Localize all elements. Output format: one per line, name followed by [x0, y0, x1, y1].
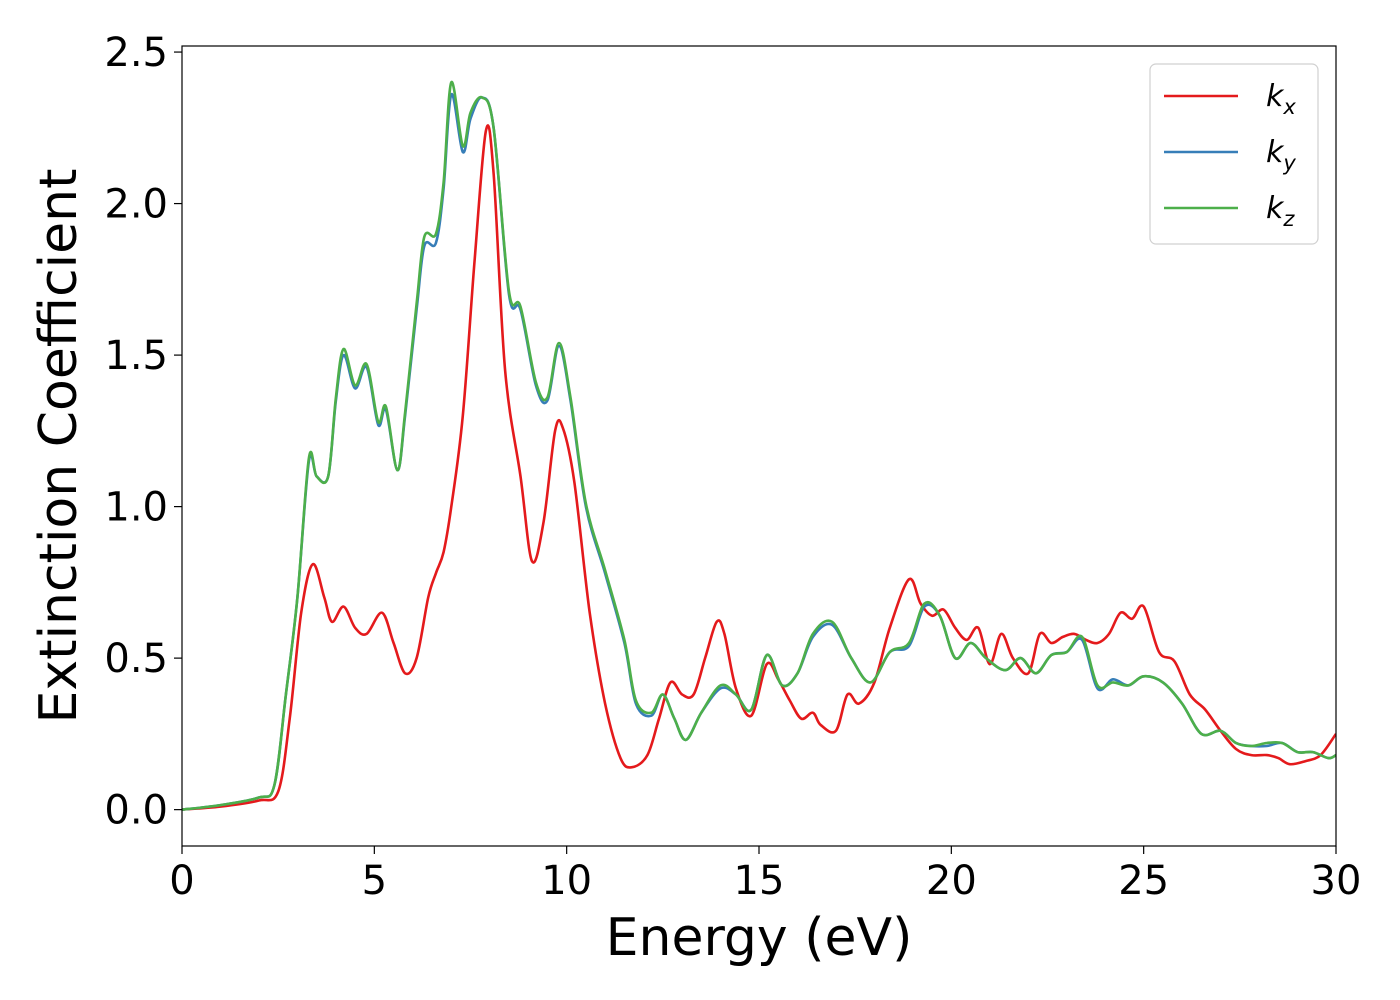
legend-label-main: k: [1266, 135, 1285, 170]
series-layer: [182, 81, 1336, 811]
y-tick-label: 0.5: [104, 636, 168, 682]
legend-label-main: k: [1266, 79, 1285, 114]
y-axis: 0.0 0.5 1.0 1.5 2.0 2.5: [104, 30, 182, 834]
x-tick-label: 25: [1118, 858, 1169, 904]
x-tick-label: 20: [926, 858, 977, 904]
x-tick-label: 5: [362, 858, 387, 904]
legend-label-kx: kx: [1266, 79, 1296, 119]
legend-label-ky: ky: [1266, 135, 1296, 175]
y-tick-label: 2.0: [104, 182, 168, 228]
legend-label-subscript: y: [1282, 151, 1296, 175]
x-tick-label: 0: [169, 858, 194, 904]
x-axis-label: Energy (eV): [606, 908, 913, 968]
x-tick-label: 30: [1311, 858, 1362, 904]
y-tick-label: 1.5: [104, 333, 168, 379]
y-axis-label: Extinction Coefficient: [29, 169, 89, 724]
y-tick-label: 2.5: [104, 30, 168, 76]
y-tick-label: 0.0: [104, 788, 168, 834]
x-tick-label: 10: [541, 858, 592, 904]
legend-box: [1149, 63, 1319, 245]
legend-label-main: k: [1266, 191, 1285, 226]
x-axis: 0 5 10 15 20 25 30: [169, 846, 1361, 904]
y-tick-label: 1.0: [104, 485, 168, 531]
series-line-kz: [182, 81, 1336, 811]
series-line-kx: [182, 124, 1336, 811]
legend-label-subscript: z: [1282, 207, 1295, 231]
legend-label-kz: kz: [1266, 191, 1295, 231]
x-tick-label: 15: [734, 858, 785, 904]
legend-label-subscript: x: [1282, 95, 1296, 119]
